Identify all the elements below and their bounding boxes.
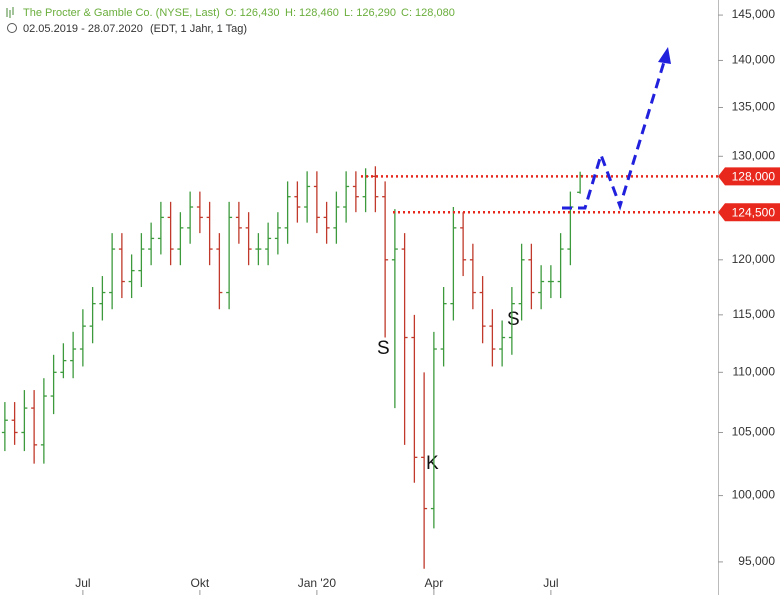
x-tick-label: Jan '20 <box>298 576 337 590</box>
y-tick-label: 135,000 <box>732 100 776 114</box>
level-label: 128,000 <box>732 170 776 184</box>
chart-title: The Procter & Gamble Co. (NYSE, Last) <box>23 7 220 19</box>
y-tick-label: 95,000 <box>738 554 775 568</box>
ohlc-label: C: 128,080 <box>401 7 455 19</box>
annotation: S <box>507 309 520 330</box>
y-tick-label: 120,000 <box>732 252 776 266</box>
x-tick-label: Jul <box>543 576 558 590</box>
bars <box>1 166 584 569</box>
y-tick-label: 110,000 <box>733 364 776 378</box>
y-tick-label: 105,000 <box>732 425 776 439</box>
y-tick-label: 145,000 <box>732 7 776 21</box>
header-icon <box>6 7 14 18</box>
annotation: S <box>377 338 390 359</box>
ohlc-label: H: 128,460 <box>285 7 339 19</box>
levels: 128,000 124,500 <box>361 167 780 222</box>
x-tick-label: Apr <box>425 576 444 590</box>
y-tick-label: 130,000 <box>732 148 776 162</box>
date-range: 02.05.2019 - 28.07.2020 <box>23 23 143 35</box>
y-tick-label: 140,000 <box>732 53 776 67</box>
annotation: K <box>426 453 439 474</box>
level-box <box>718 203 780 222</box>
ohlc-label: L: 126,290 <box>344 7 396 19</box>
x-tick-label: Okt <box>191 576 210 590</box>
y-tick-label: 115,000 <box>733 307 776 321</box>
x-tick-label: Jul <box>75 576 90 590</box>
interval-note: (EDT, 1 Jahr, 1 Tag) <box>150 23 247 35</box>
level-label: 124,500 <box>732 205 776 219</box>
y-tick-label: 100,000 <box>732 488 776 502</box>
level-box <box>718 167 780 186</box>
ohlc-label: O: 126,430 <box>225 7 279 19</box>
projection-arrow <box>658 47 671 64</box>
projection-path <box>562 61 666 211</box>
clock-icon <box>7 23 17 33</box>
